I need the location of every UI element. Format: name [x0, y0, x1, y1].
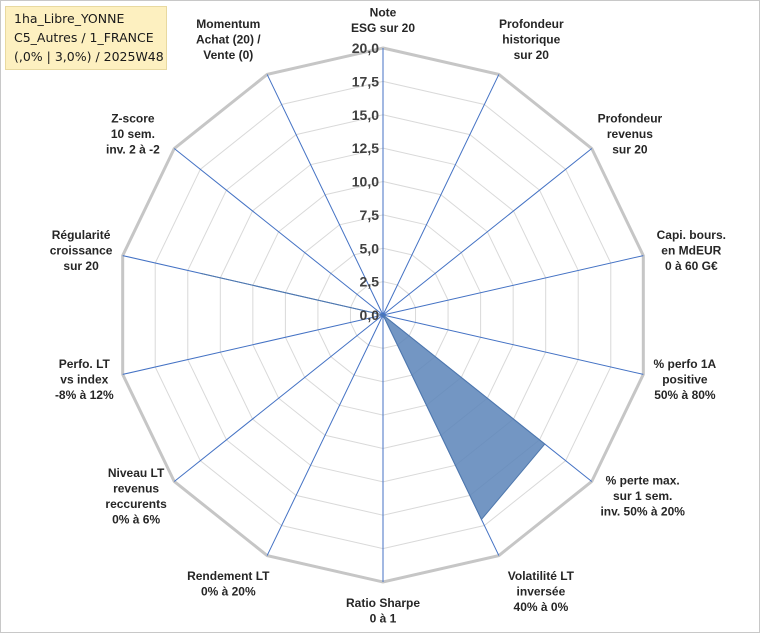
title-line-3: (,0% | 3,0%) / 2025W48 [14, 49, 164, 64]
category-label-line: Z-score [111, 111, 155, 125]
axis-spoke [382, 148, 593, 316]
category-label: Volatilité LT inversée 40% à 0% [508, 569, 575, 614]
tick-label: 20,0 [352, 40, 379, 56]
category-label-line: Niveau LT [108, 466, 165, 480]
category-label-line: 0 à 1 [370, 612, 397, 626]
axis-spoke [382, 314, 644, 375]
category-label-line: % perfo 1A [654, 357, 717, 371]
category-label: % perte max. sur 1 sem. inv. 50% à 20% [600, 474, 685, 519]
category-label-line: Profondeur [598, 111, 663, 125]
category-label-line: sur 20 [514, 48, 550, 62]
axis-spoke [266, 314, 384, 556]
category-label-line: Capi. bours. [657, 228, 726, 242]
category-label: Note ESG sur 20 [351, 6, 415, 36]
category-label-line: inversée [517, 585, 566, 599]
tick-label: 2,5 [360, 274, 380, 290]
category-label-line: Note [370, 6, 397, 20]
category-label-line: 0 à 60 G€ [665, 259, 718, 273]
category-label: Rendement LT 0% à 20% [187, 569, 270, 599]
category-label: Niveau LT revenus reccurents 0% à 6% [105, 466, 167, 527]
axis-spoke [173, 148, 384, 316]
axis-spoke [266, 74, 384, 316]
tick-label: 10,0 [352, 174, 379, 190]
category-label: Ratio Sharpe 0 à 1 [346, 596, 420, 626]
category-label-line: -8% à 12% [55, 388, 114, 402]
tick-label: 17,5 [352, 73, 379, 89]
category-label-line: vs index [60, 373, 108, 387]
category-label: Momentum Achat (20) / Vente (0) [196, 17, 261, 62]
category-label-line: sur 20 [612, 142, 648, 156]
category-label-line: revenus [113, 481, 159, 495]
tick-label: 15,0 [352, 107, 379, 123]
category-label: Profondeur revenus sur 20 [598, 111, 663, 156]
tick-label: 7,5 [360, 207, 380, 223]
category-label-line: 50% à 80% [654, 388, 716, 402]
category-label-line: reccurents [105, 497, 167, 511]
title-line-2: C5_Autres / 1_FRANCE [14, 30, 154, 45]
category-label-line: sur 20 [63, 259, 99, 273]
tick-label: 0,0 [360, 307, 380, 323]
category-label: Capi. bours. en MdEUR 0 à 60 G€ [657, 228, 726, 273]
axis-spoke [122, 314, 384, 375]
title-box: 1ha_Libre_YONNE C5_Autres / 1_FRANCE (,0… [5, 6, 167, 70]
category-label-line: inv. 2 à -2 [106, 142, 160, 156]
category-label-line: Ratio Sharpe [346, 596, 420, 610]
category-label-line: Rendement LT [187, 569, 270, 583]
category-label-line: 10 sem. [111, 127, 155, 141]
category-label: Régularité croissance sur 20 [50, 228, 113, 273]
category-label-line: en MdEUR [661, 243, 721, 257]
category-label-line: Profondeur [499, 17, 564, 31]
category-label-line: Achat (20) / [196, 33, 261, 47]
axis-spoke [382, 74, 500, 316]
category-label-line: inv. 50% à 20% [600, 505, 685, 519]
tick-label: 12,5 [352, 140, 379, 156]
category-label: Perfo. LT vs index -8% à 12% [55, 357, 114, 402]
category-label-line: 40% à 0% [514, 600, 569, 614]
category-label-line: 0% à 20% [201, 585, 256, 599]
category-label-line: Régularité [52, 228, 111, 242]
axis-spoke [173, 314, 384, 482]
category-label: Profondeur historique sur 20 [499, 17, 564, 62]
category-label-line: % perte max. [606, 474, 680, 488]
category-label-line: 0% à 6% [112, 512, 160, 526]
category-label-line: Momentum [196, 17, 260, 31]
category-label-line: historique [502, 33, 560, 47]
category-label: Z-score 10 sem. inv. 2 à -2 [106, 111, 160, 156]
category-label-line: Vente (0) [203, 48, 253, 62]
category-label: % perfo 1A positive 50% à 80% [654, 357, 717, 402]
series-area [200, 272, 546, 521]
axis-spoke [382, 255, 644, 316]
category-label-line: ESG sur 20 [351, 21, 415, 35]
category-label-line: croissance [50, 243, 113, 257]
category-label-line: revenus [607, 127, 653, 141]
category-label-line: Perfo. LT [59, 357, 111, 371]
tick-label: 5,0 [360, 240, 380, 256]
category-label-line: Volatilité LT [508, 569, 575, 583]
title-line-1: 1ha_Libre_YONNE [14, 11, 125, 26]
category-label-line: sur 1 sem. [613, 489, 672, 503]
category-label-line: positive [662, 373, 708, 387]
